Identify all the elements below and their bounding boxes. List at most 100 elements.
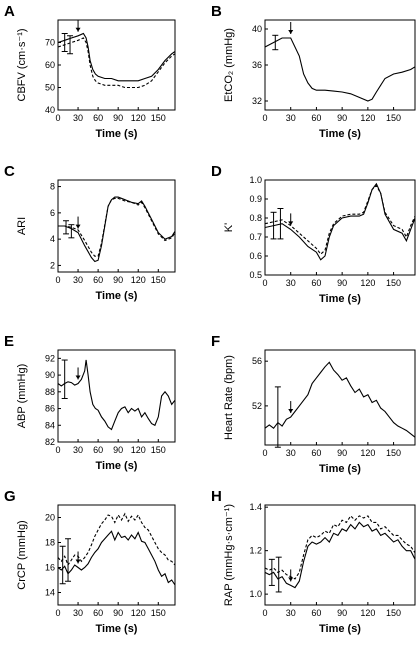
series-line-dashed [264,184,416,255]
x-tick-label: 30 [286,448,296,458]
y-tick-label: 56 [252,356,262,366]
y-tick-label: 36 [252,60,262,70]
chart-panel-a: A 0 30 60 90 120 150 40 50 60 70 Time (s) CBFV (cm·s… [4,3,176,140]
panel-letter: H [211,488,222,505]
arrow-head [75,224,81,229]
y-tick-label: 16 [45,563,55,573]
plot-frame [57,504,176,606]
arrow-head [75,559,81,564]
x-axis-label: Time (s) [96,623,138,635]
x-tick-label: 30 [286,113,296,123]
y-tick-label: 18 [45,538,55,548]
arrow-head [288,577,294,582]
x-tick-label: 150 [386,608,401,618]
x-tick-label: 60 [93,275,103,285]
y-tick-label: 70 [45,38,55,48]
x-tick-label: 30 [73,608,83,618]
x-axis-label: Time (s) [96,460,138,472]
chart-panel-c: C 0 30 60 90 120 150 2 4 6 8 Time (s) ARI [4,163,176,302]
x-tick-label: 90 [113,275,123,285]
panel-letter: E [4,333,14,350]
y-tick-label: 0.5 [249,270,262,280]
y-axis-label: CrCP (mmHg) [16,520,28,589]
plot-frame [264,349,416,446]
y-tick-label: 32 [252,96,262,106]
series-line-solid [57,32,176,82]
panel-letter: G [4,488,16,505]
x-tick-label: 30 [286,608,296,618]
y-tick-label: 0.6 [249,251,262,261]
x-tick-label: 90 [113,445,123,455]
x-axis-label: Time (s) [319,293,361,305]
series-line-solid [57,530,176,586]
y-axis-label: K' [223,223,235,232]
panel-letter: B [211,3,222,20]
y-tick-label: 14 [45,588,55,598]
x-axis-label: Time (s) [96,128,138,140]
chart-panel-e: E 0 30 60 90 120 150 82 84 86 88 90 92 Time (s) ABP (m… [4,333,176,472]
x-tick-label: 0 [55,445,60,455]
arrow-head [288,30,294,34]
x-tick-label: 120 [360,278,375,288]
panel-letter: D [211,163,222,180]
y-tick-label: 1.0 [249,175,262,185]
y-tick-label: 84 [45,420,55,430]
x-tick-label: 60 [311,113,321,123]
x-tick-label: 0 [262,608,267,618]
x-tick-label: 90 [337,278,347,288]
x-tick-label: 150 [386,278,401,288]
series-line-solid [58,196,176,263]
x-tick-label: 120 [131,445,146,455]
x-tick-label: 90 [337,608,347,618]
x-tick-label: 0 [262,113,267,123]
panel-letter: A [4,3,15,20]
chart-panel-h: H 0 30 60 90 120 150 1.0 1.2 1.4 Time (s) RAP (mmHg… [211,488,416,635]
x-tick-label: 90 [337,448,347,458]
x-axis-label: Time (s) [319,128,361,140]
y-axis-label: ABP (mmHg) [16,364,28,429]
x-tick-label: 120 [360,608,375,618]
plot-frame [57,349,176,443]
x-tick-label: 0 [55,608,60,618]
x-axis-label: Time (s) [96,290,138,302]
x-tick-label: 30 [286,278,296,288]
plot-frame [264,504,416,606]
x-tick-label: 30 [73,445,83,455]
y-tick-label: 0.9 [249,194,262,204]
y-tick-label: 90 [45,370,55,380]
x-tick-label: 120 [131,608,146,618]
x-tick-label: 60 [93,113,103,123]
y-tick-label: 0.7 [249,232,262,242]
y-tick-label: 0.8 [249,213,262,223]
y-tick-label: 2 [50,260,55,270]
x-tick-label: 150 [386,448,401,458]
series-line-dashed [264,515,416,580]
x-tick-label: 150 [151,608,166,618]
y-tick-label: 6 [50,208,55,218]
y-axis-label: RAP (mmHg·s·cm⁻¹) [223,504,235,606]
x-tick-label: 30 [73,275,83,285]
x-tick-label: 0 [262,448,267,458]
x-tick-label: 90 [113,608,123,618]
arrow-head [75,27,81,32]
x-axis-label: Time (s) [319,623,361,635]
series-line-solid [264,521,416,589]
y-axis-label: EtCO₂ (mmHg) [223,28,235,102]
y-tick-label: 1.0 [249,589,262,599]
x-tick-label: 150 [151,113,166,123]
plot-frame [264,19,416,111]
x-tick-label: 120 [360,113,375,123]
x-tick-label: 0 [55,275,60,285]
y-tick-label: 40 [252,24,262,34]
arrow-head [288,409,294,414]
x-tick-label: 120 [131,113,146,123]
y-tick-label: 4 [50,234,55,244]
y-tick-label: 8 [50,182,55,192]
x-tick-label: 90 [113,113,123,123]
x-tick-label: 60 [93,445,103,455]
y-tick-label: 92 [45,353,55,363]
x-tick-label: 150 [386,113,401,123]
x-tick-label: 120 [360,448,375,458]
panel-letter: F [211,333,220,350]
